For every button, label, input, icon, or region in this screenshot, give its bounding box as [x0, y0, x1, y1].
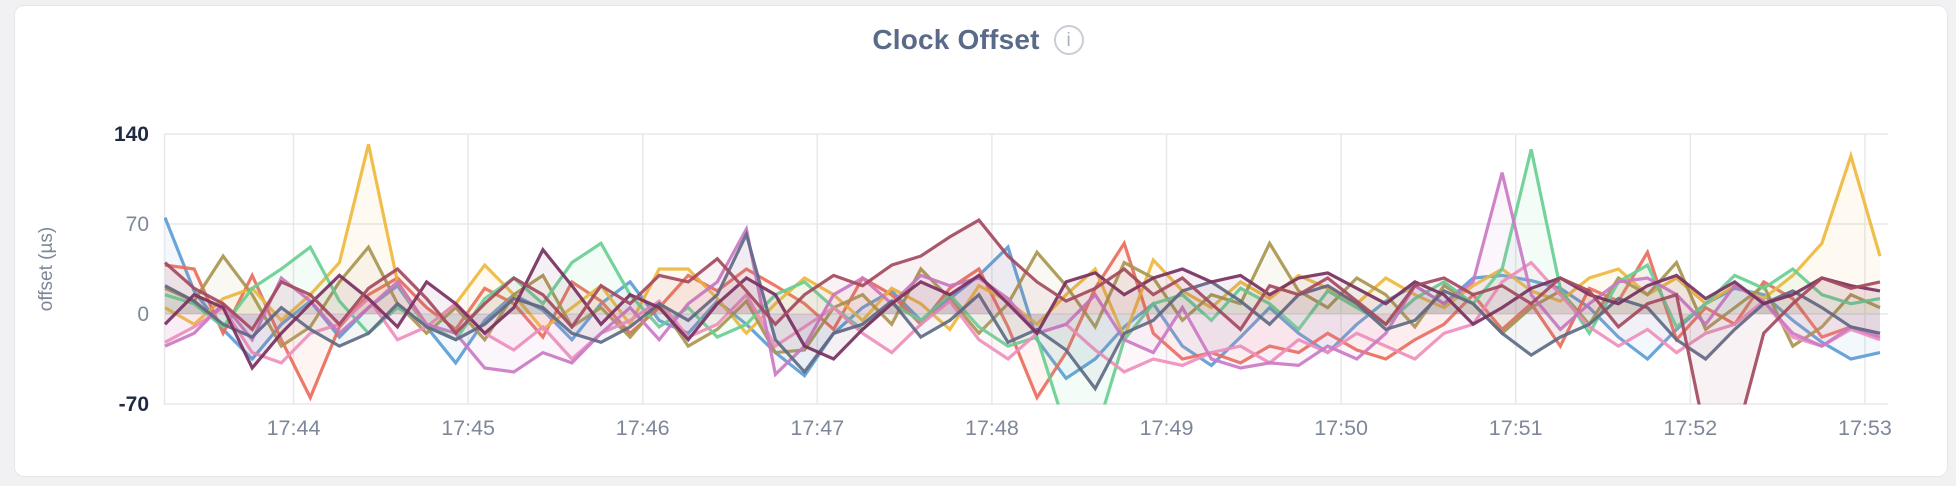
x-tick-label: 17:53 — [1838, 416, 1892, 440]
series-line — [164, 217, 1881, 381]
page-title: Clock Offset — [872, 24, 1040, 55]
info-icon[interactable]: i — [1053, 25, 1084, 55]
x-tick-label: 17:51 — [1489, 416, 1543, 440]
y-tick-label: 0 — [137, 303, 149, 326]
series-area — [165, 243, 1880, 353]
y-axis-title: offset (µs) — [36, 227, 57, 312]
series-line — [164, 229, 1881, 392]
series-line — [164, 218, 1881, 405]
clock-offset-card — [14, 5, 1948, 477]
y-tick-label: -70 — [119, 393, 149, 416]
x-tick-label: 17:45 — [441, 416, 495, 440]
label-layer: offset (µs) 140 70 0 -70 17:44 17:45 17:46 17:4… — [36, 123, 1892, 440]
x-tick-label: 17:47 — [790, 416, 844, 440]
x-tick-label: 17:49 — [1140, 416, 1194, 440]
x-tick-label: 17:46 — [616, 416, 670, 440]
series-area — [165, 220, 1880, 405]
x-tick-label: 17:52 — [1663, 416, 1717, 440]
x-tick-label: 17:44 — [267, 416, 321, 440]
chart-header: Clock Offset i — [0, 24, 1956, 56]
series-line — [164, 260, 1881, 374]
series-line — [164, 239, 1881, 355]
series-line — [164, 172, 1881, 378]
x-tick-label: 17:48 — [965, 416, 1019, 440]
series-area — [165, 249, 1880, 368]
series-area — [165, 172, 1880, 375]
series-layer — [164, 143, 1882, 405]
grid-layer — [163, 133, 1888, 405]
y-tick-label: 140 — [114, 123, 149, 146]
x-tick-label: 17:50 — [1314, 416, 1368, 440]
series-area — [165, 149, 1880, 405]
y-tick-label: 70 — [126, 213, 149, 236]
